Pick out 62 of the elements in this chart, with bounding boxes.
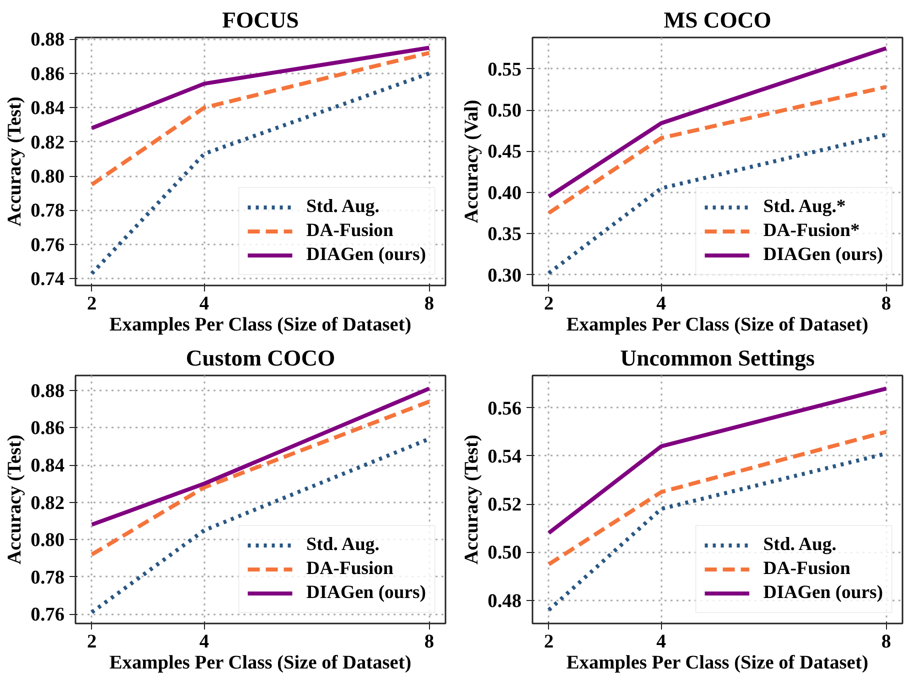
x-axis-title: Examples Per Class (Size of Dataset) [566, 314, 868, 336]
chart-title: MS COCO [664, 8, 772, 32]
legend-label: DIAGen (ours) [306, 582, 426, 604]
x-tick-label: 2 [86, 294, 97, 314]
legend-label: DIAGen (ours) [306, 244, 426, 266]
x-tick-label: 2 [544, 632, 554, 652]
y-tick-label: 0.88 [30, 30, 65, 51]
y-tick-label: 0.52 [488, 494, 522, 516]
y-tick-label: 0.48 [488, 590, 522, 612]
y-axis-title: Accuracy (Val) [462, 100, 483, 224]
y-tick-label: 0.50 [488, 542, 522, 564]
legend-label: Std. Aug. [306, 196, 380, 218]
legend-label: DA-Fusion [306, 220, 394, 242]
y-axis-title: Accuracy (Test) [4, 434, 26, 564]
y-tick-label: 0.86 [30, 64, 65, 85]
legend-label: DA-Fusion [306, 558, 394, 580]
y-tick-label: 0.88 [30, 380, 65, 402]
y-tick-label: 0.76 [30, 604, 65, 626]
x-axis-title: Examples Per Class (Size of Dataset) [109, 314, 412, 336]
y-tick-label: 0.40 [488, 182, 522, 204]
x-tick-label: 8 [424, 294, 434, 314]
x-tick-label: 4 [656, 294, 666, 314]
y-tick-label: 0.86 [30, 418, 65, 440]
chart-title: Custom COCO [186, 346, 336, 370]
y-tick-label: 0.80 [30, 530, 65, 552]
x-tick-label: 2 [544, 294, 554, 314]
x-tick-label: 4 [199, 294, 210, 314]
chart-title: Uncommon Settings [620, 346, 815, 370]
legend-label: DIAGen (ours) [763, 582, 883, 604]
legend-label: Std. Aug. [763, 534, 836, 556]
y-tick-label: 0.78 [30, 567, 65, 588]
y-tick-label: 0.80 [30, 166, 65, 188]
y-tick-label: 0.35 [488, 224, 522, 246]
x-tick-label: 8 [881, 294, 892, 314]
y-tick-label: 0.76 [30, 234, 65, 256]
legend-label: DA-Fusion [763, 558, 850, 580]
legend-label: DIAGen (ours) [763, 244, 883, 266]
x-tick-label: 8 [424, 632, 434, 652]
legend-label: DA-Fusion* [763, 220, 860, 242]
x-tick-label: 4 [199, 632, 210, 652]
y-tick-label: 0.50 [488, 100, 522, 122]
y-tick-label: 0.30 [488, 265, 522, 286]
y-tick-label: 0.54 [488, 446, 522, 468]
y-tick-label: 0.78 [30, 200, 65, 222]
x-tick-label: 2 [86, 632, 97, 652]
y-tick-label: 0.74 [30, 269, 65, 290]
legend-label: Std. Aug.* [763, 196, 846, 218]
y-tick-label: 0.45 [488, 142, 522, 163]
x-axis-title: Examples Per Class (Size of Dataset) [566, 652, 868, 674]
x-tick-label: 8 [881, 632, 892, 652]
y-tick-label: 0.84 [30, 98, 65, 120]
y-tick-label: 0.82 [30, 492, 65, 514]
y-axis-title: Accuracy (Test) [462, 434, 483, 564]
y-axis-title: Accuracy (Test) [4, 96, 26, 226]
y-tick-label: 0.84 [30, 456, 65, 477]
y-tick-label: 0.82 [30, 132, 65, 154]
y-tick-label: 0.56 [488, 398, 522, 420]
chart-title: FOCUS [222, 8, 299, 32]
x-axis-title: Examples Per Class (Size of Dataset) [109, 652, 412, 674]
y-tick-label: 0.55 [488, 59, 522, 80]
x-tick-label: 4 [656, 632, 666, 652]
legend-label: Std. Aug. [306, 534, 380, 556]
